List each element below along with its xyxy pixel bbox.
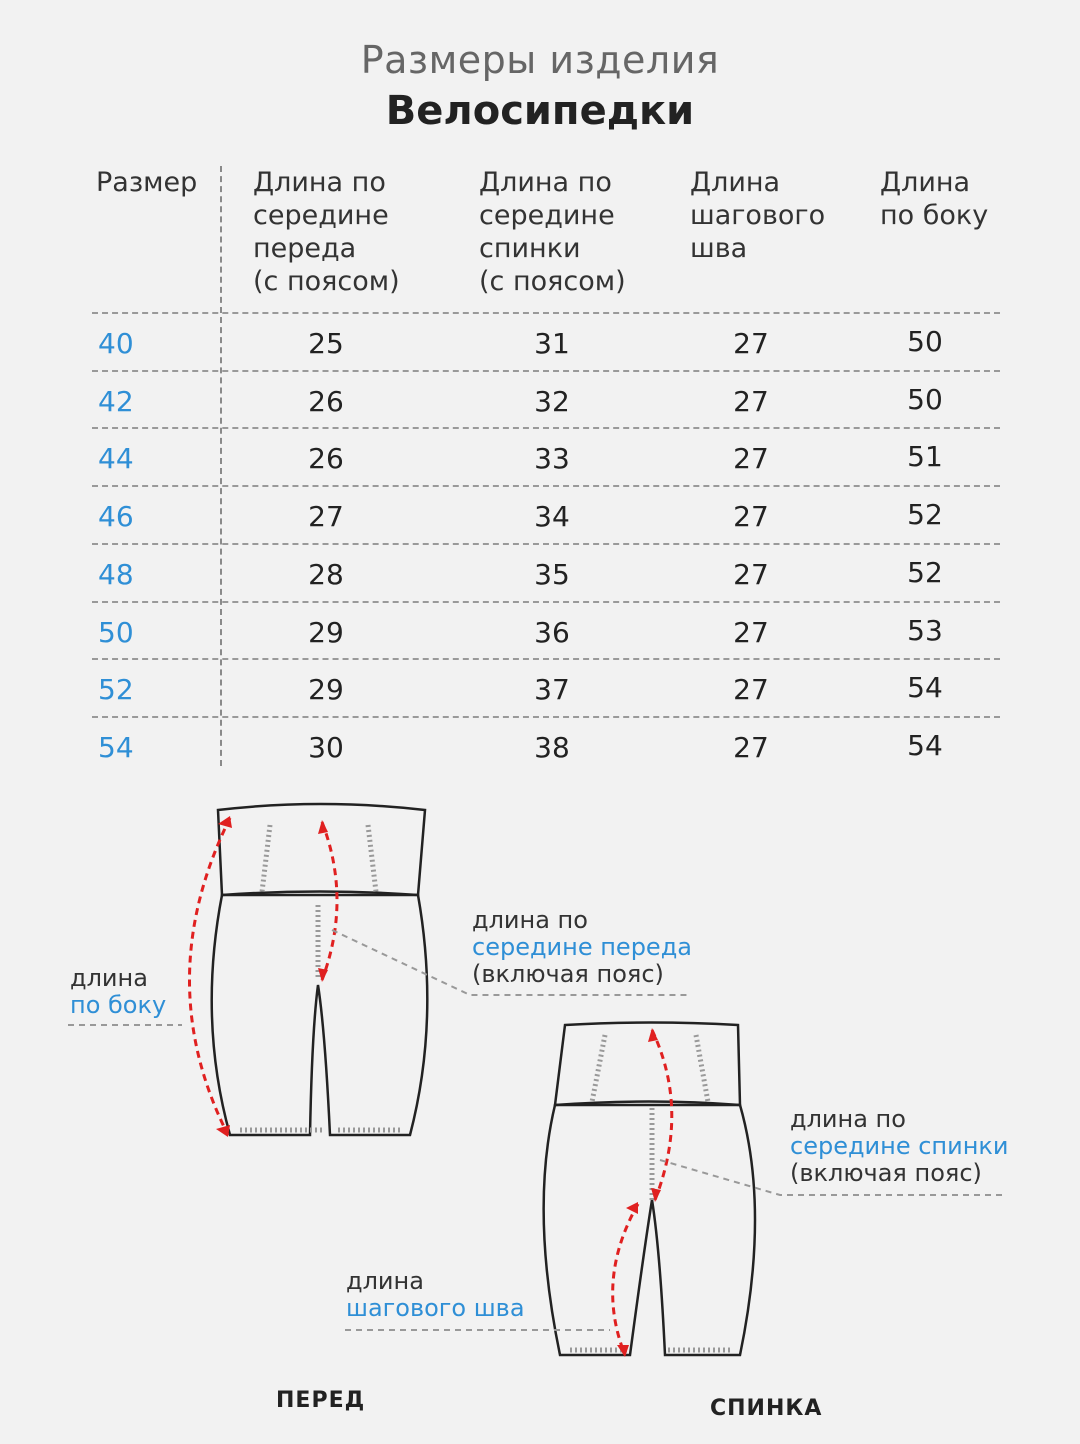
size-cell: 50: [98, 615, 134, 649]
inseam-cell: 27: [733, 730, 769, 764]
header-size: Размер: [96, 167, 198, 198]
inseam-label-line1: длина: [346, 1267, 424, 1295]
size-cell: 48: [98, 557, 134, 591]
row-divider: [92, 369, 1000, 372]
size-cell: 42: [98, 384, 134, 418]
shorts-illustration: [68, 802, 1005, 1357]
leader-lines: [68, 929, 1005, 1331]
front-length-label-line3: (включая пояс): [472, 960, 664, 988]
front-cell: 28: [308, 557, 344, 591]
product-name: Велосипедки: [385, 88, 695, 134]
row-divider: [92, 715, 1000, 718]
back-length-label-line2: середине спинки: [790, 1132, 1009, 1160]
side-cell: 52: [907, 498, 943, 532]
front-cell: 30: [308, 730, 344, 764]
back-cell: 37: [534, 673, 570, 707]
back-cell: 32: [534, 384, 570, 418]
back-cell: 34: [534, 500, 570, 534]
front-length-label: длина по середине переда (включая пояс): [472, 907, 692, 988]
front-cell: 26: [308, 384, 344, 418]
front-cell: 25: [308, 327, 344, 360]
size-cell: 54: [98, 730, 134, 764]
size-cell: 46: [98, 500, 134, 534]
inseam-cell: 27: [733, 673, 769, 707]
row-divider: [92, 600, 1000, 603]
back-view-caption: СПИНКА: [710, 1396, 823, 1421]
back-cell: 36: [534, 615, 570, 649]
front-seams: [240, 824, 400, 1133]
arrow-heads: [216, 816, 661, 1357]
back-length-label: длина по середине спинки (включая пояс): [790, 1106, 1009, 1187]
row-divider: [92, 485, 1000, 488]
side-cell: 54: [907, 728, 943, 762]
header-inseam: Длина шагового шва: [690, 167, 826, 264]
inseam-cell: 27: [733, 442, 769, 476]
inseam-cell: 27: [733, 384, 769, 418]
front-cell: 27: [308, 500, 344, 534]
inseam-label-line2: шагового шва: [346, 1294, 525, 1322]
side-length-label-line1: длина: [70, 964, 148, 992]
side-length-label-line2: по боку: [70, 991, 167, 1019]
back-cell: 35: [534, 557, 570, 591]
front-length-label-line2: середине переда: [472, 933, 692, 961]
side-cell: 52: [907, 555, 943, 589]
front-cell: 29: [308, 673, 344, 707]
header-back-length: Длина по середине спинки (с поясом): [479, 167, 626, 297]
side-cell: 54: [907, 671, 943, 705]
back-length-label-line1: длина по: [790, 1105, 906, 1133]
column-divider: [220, 166, 222, 766]
back-cell: 38: [534, 730, 570, 764]
inseam-label: длина шагового шва: [346, 1268, 525, 1322]
inseam-cell: 27: [733, 327, 769, 360]
inseam-cell: 27: [733, 557, 769, 591]
size-cell: 44: [98, 442, 134, 476]
side-cell: 51: [907, 440, 943, 474]
front-cell: 29: [308, 615, 344, 649]
back-seams: [570, 1034, 732, 1353]
front-view-caption: ПЕРЕД: [276, 1388, 366, 1413]
row-divider: [92, 542, 1000, 545]
side-cell: 50: [907, 325, 943, 358]
header-side-length: Длина по боку: [880, 167, 989, 231]
back-shorts-outline: [542, 1021, 757, 1357]
back-cell: 31: [534, 327, 570, 360]
back-length-label-line3: (включая пояс): [790, 1159, 982, 1187]
measurement-diagram: длина по боку длина по середине переда (…: [0, 780, 1080, 1440]
inseam-cell: 27: [733, 615, 769, 649]
size-cell: 52: [98, 673, 134, 707]
header-front-length: Длина по середине переда (с поясом): [253, 167, 400, 297]
row-divider: [92, 312, 1000, 314]
row-divider: [92, 658, 1000, 661]
front-shorts-outline: [210, 802, 429, 1137]
side-cell: 53: [907, 613, 943, 647]
inseam-cell: 27: [733, 500, 769, 534]
front-cell: 26: [308, 442, 344, 476]
measurement-arrows: [188, 817, 674, 1356]
size-cell: 40: [98, 327, 134, 360]
front-length-label-line1: длина по: [472, 906, 588, 934]
side-cell: 50: [907, 382, 943, 416]
side-length-label: длина по боку: [70, 965, 166, 1019]
page-title: Размеры изделия: [360, 38, 720, 82]
back-cell: 33: [534, 442, 570, 476]
row-divider: [92, 427, 1000, 430]
